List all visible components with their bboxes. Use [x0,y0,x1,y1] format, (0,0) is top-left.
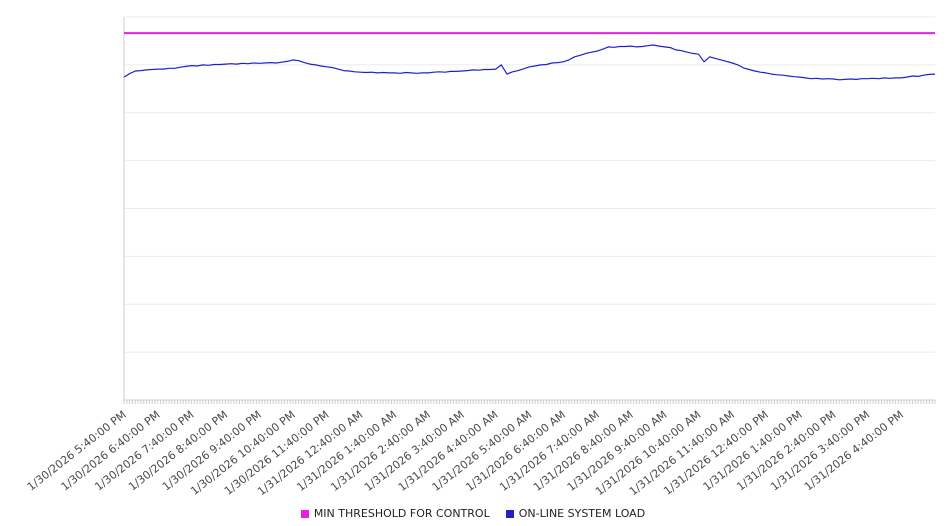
legend-item-system-load[interactable]: ON-LINE SYSTEM LOAD [505,507,646,520]
chart-legend: MIN THRESHOLD FOR CONTROL ON-LINE SYSTEM… [0,507,946,520]
legend-item-min-threshold[interactable]: MIN THRESHOLD FOR CONTROL [300,507,490,520]
legend-label-min-threshold: MIN THRESHOLD FOR CONTROL [313,507,490,520]
system-load-swatch-icon [505,509,514,518]
min-threshold-swatch-icon [300,509,309,518]
legend-label-system-load: ON-LINE SYSTEM LOAD [518,507,646,520]
system-load-line [123,44,936,81]
